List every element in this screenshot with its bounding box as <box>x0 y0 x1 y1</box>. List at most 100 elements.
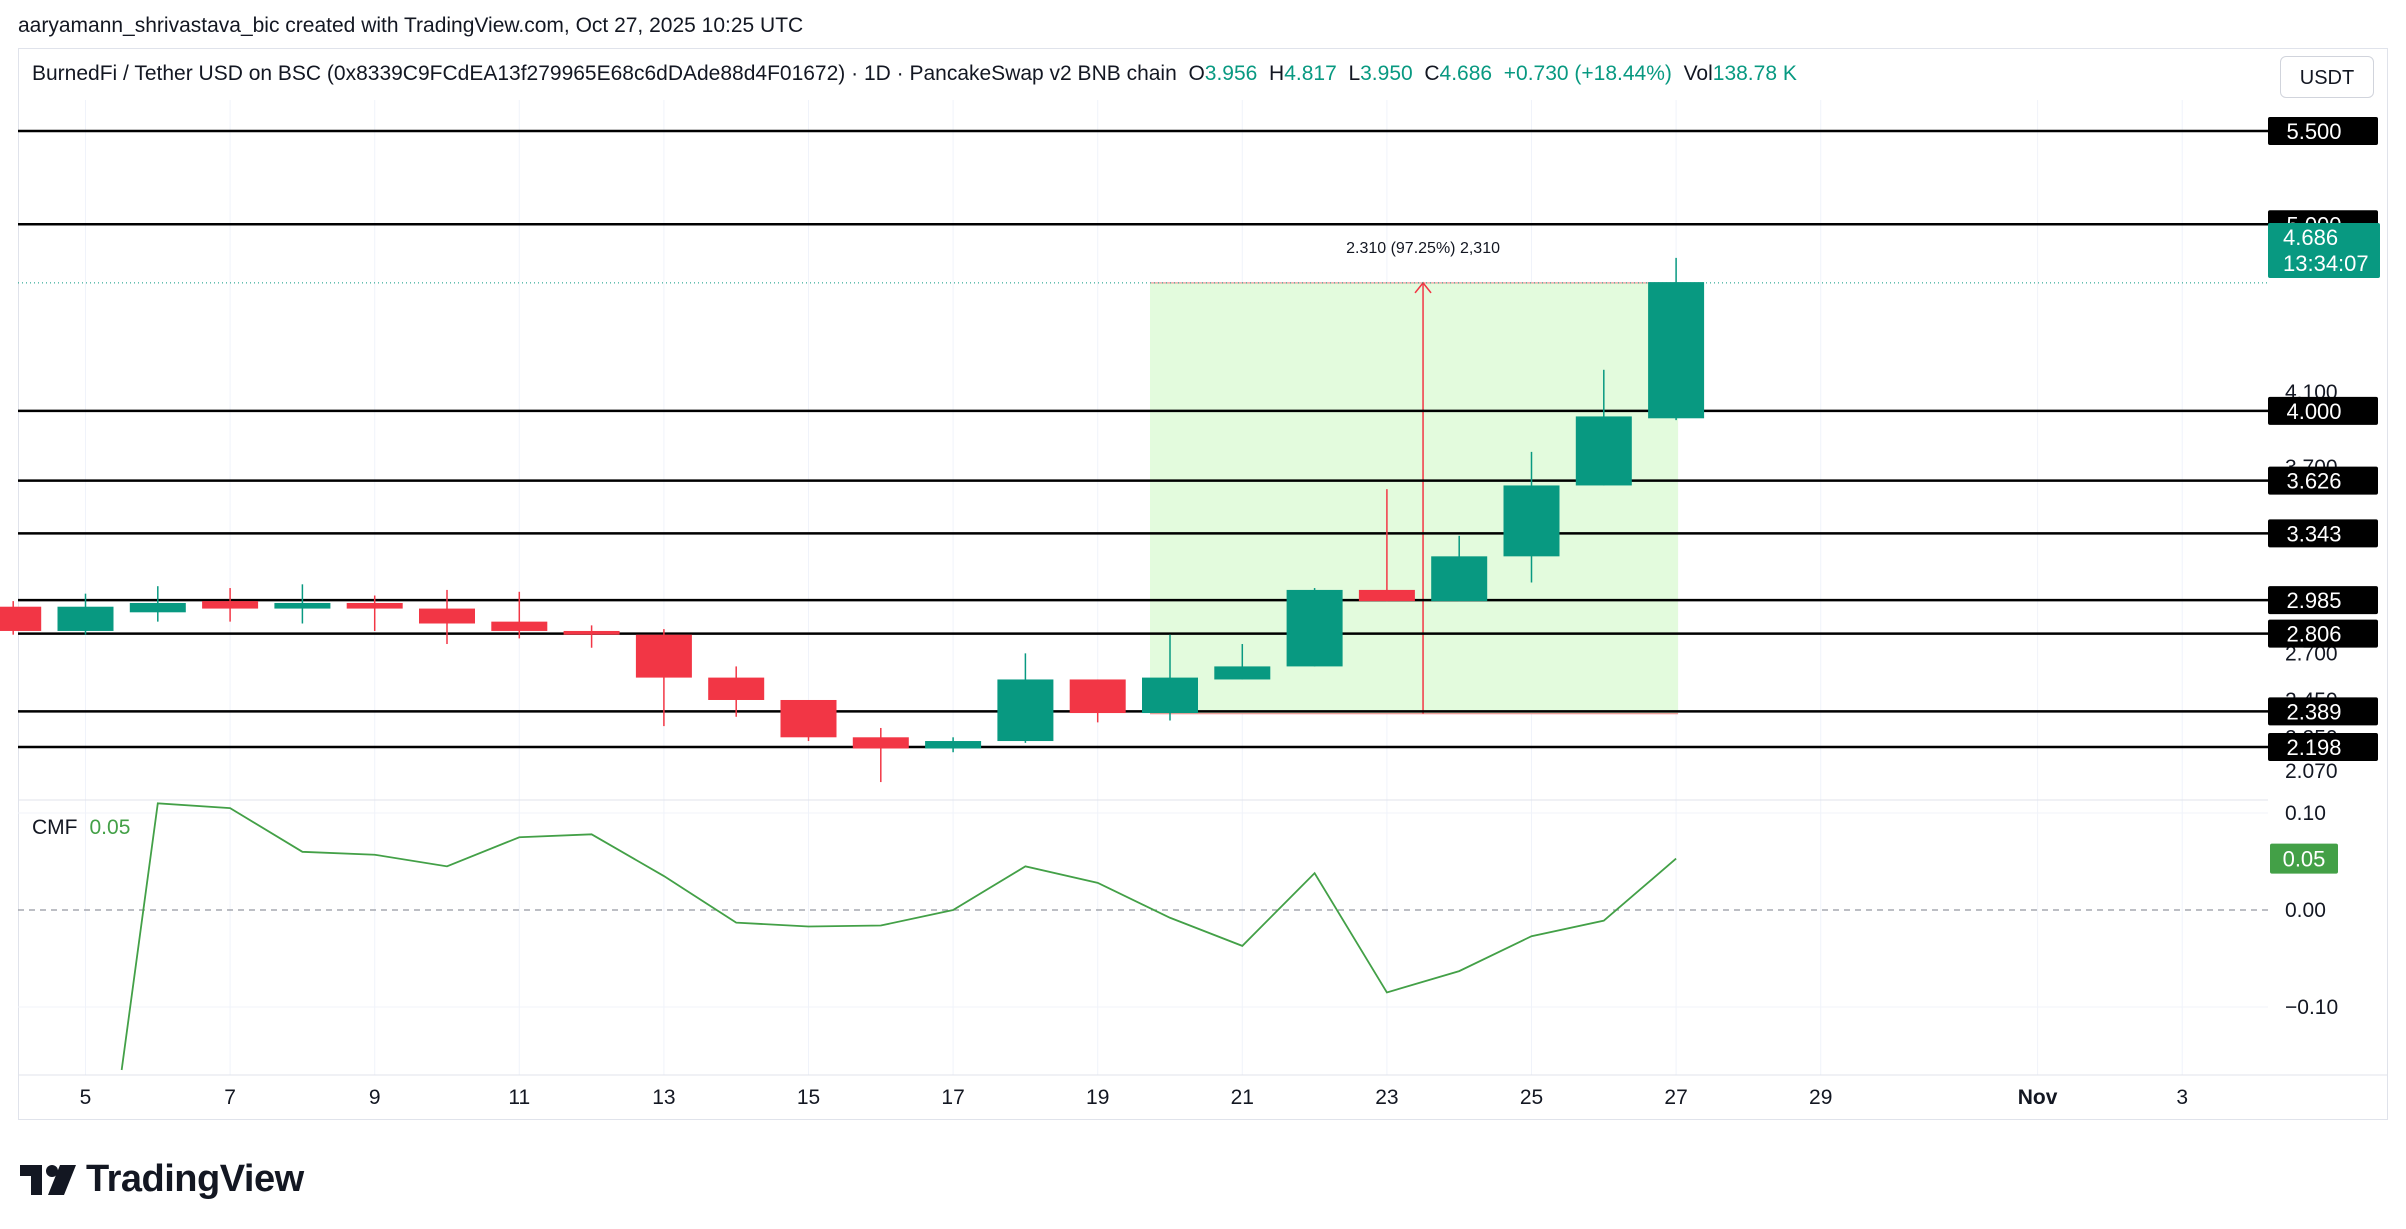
x-axis-tick: 17 <box>941 1086 964 1109</box>
x-axis-tick: Nov <box>2018 1086 2058 1109</box>
candle <box>708 666 765 717</box>
cmf-axis-tick: −0.10 <box>2285 996 2338 1019</box>
candle-body <box>129 602 186 613</box>
cmf-label: CMF <box>32 816 78 839</box>
candle-body <box>635 634 692 678</box>
currency-unit-button[interactable]: USDT <box>2280 56 2374 98</box>
measure-range-area <box>1150 282 1679 714</box>
candle <box>1142 634 1198 721</box>
x-axis-tick: 29 <box>1809 1086 1832 1109</box>
candle-body <box>852 737 909 749</box>
open-label: O <box>1188 62 1205 85</box>
x-axis-tick: 19 <box>1086 1086 1109 1109</box>
candle <box>1503 451 1560 583</box>
candle <box>1069 679 1126 723</box>
level-label: 5.500 <box>2286 119 2341 144</box>
candle <box>1575 369 1632 486</box>
cmf-axis-tick: 0.10 <box>2285 802 2326 825</box>
candle-body <box>1503 485 1560 557</box>
cmf-axis-tick: 0.00 <box>2285 899 2326 922</box>
candle-body <box>419 608 475 624</box>
candle <box>635 629 692 727</box>
level-label: 2.985 <box>2286 588 2341 613</box>
close-value: 4.686 <box>1439 62 1493 85</box>
candle <box>0 601 42 635</box>
tradingview-logo[interactable]: TradingView <box>20 1158 304 1201</box>
candle <box>852 727 909 783</box>
candle-body <box>491 621 548 631</box>
price-axis-tick: 2.700 <box>2285 642 2338 665</box>
level-label-box <box>2268 619 2378 648</box>
candle <box>1358 489 1415 602</box>
high-value: 4.817 <box>1284 62 1337 85</box>
low-label: L <box>1348 62 1361 85</box>
symbol-header: BurnedFi / Tether USD on BSC (0x8339C9FC… <box>32 62 1797 86</box>
symbol-pair[interactable]: BurnedFi / Tether USD on BSC (0x8339C9FC… <box>32 62 1177 85</box>
high-label: H <box>1269 62 1285 85</box>
candle-body <box>1431 556 1488 602</box>
candle-body <box>708 677 765 700</box>
candle <box>563 625 620 648</box>
candle-body <box>997 679 1054 742</box>
candle-body <box>57 606 114 631</box>
x-axis-tick: 5 <box>80 1086 92 1109</box>
level-label-box <box>2268 466 2378 495</box>
tradingview-logo-text: TradingView <box>86 1158 304 1200</box>
level-label-box <box>2268 117 2378 145</box>
x-axis-tick: 15 <box>797 1086 820 1109</box>
candle-body <box>1142 677 1198 714</box>
chart-frame[interactable] <box>18 48 2388 1120</box>
level-label-box <box>2268 396 2378 425</box>
cmf-legend-value: 0.05 <box>89 816 131 839</box>
level-label-box <box>2268 697 2378 726</box>
level-label: 3.626 <box>2286 469 2341 494</box>
candle <box>274 584 331 624</box>
low-value: 3.950 <box>1360 62 1413 85</box>
open-value: 3.956 <box>1204 62 1258 85</box>
candle-body <box>1575 416 1632 486</box>
level-label-box <box>2268 519 2378 548</box>
x-axis-tick: 3 <box>2176 1086 2188 1109</box>
candle <box>1286 588 1343 667</box>
volume-label: Vol <box>1683 62 1713 85</box>
x-axis-tick: 25 <box>1520 1086 1543 1109</box>
x-axis-tick: 11 <box>508 1086 530 1109</box>
x-axis-tick: 13 <box>652 1086 675 1109</box>
measure-label: 2.310 (97.25%) 2,310 <box>1346 240 1500 257</box>
candle <box>1648 257 1705 421</box>
level-label-box <box>2268 586 2378 615</box>
candle-body <box>1286 589 1343 667</box>
candle <box>346 595 403 631</box>
change-value: +0.730 (+18.44%) <box>1503 62 1672 85</box>
price-tag-countdown: 13:34:07 <box>2283 251 2369 276</box>
candle-body <box>274 602 331 609</box>
candle <box>202 588 259 622</box>
cmf-legend[interactable]: CMF 0.05 <box>32 816 130 840</box>
candle <box>925 737 982 753</box>
candle <box>57 593 114 635</box>
level-label: 2.806 <box>2286 622 2341 647</box>
candle-body <box>0 606 42 631</box>
candle-body <box>1214 666 1271 680</box>
level-label-box <box>2268 733 2378 761</box>
cmf-value-box <box>2270 843 2338 874</box>
candle-body <box>925 741 982 749</box>
price-tag-value: 4.686 <box>2283 225 2338 250</box>
x-axis-tick: 27 <box>1664 1086 1687 1109</box>
candle-body <box>780 699 837 738</box>
candle-body <box>1648 282 1705 419</box>
close-label: C <box>1424 62 1440 85</box>
candle-body <box>563 630 620 635</box>
x-axis-tick: 23 <box>1375 1086 1398 1109</box>
cmf-value-label: 0.05 <box>2283 847 2326 872</box>
candle <box>1214 644 1271 680</box>
candle-body <box>1358 589 1415 602</box>
x-axis-tick: 9 <box>369 1086 381 1109</box>
candle <box>997 653 1054 743</box>
attribution: aaryamann_shrivastava_bic created with T… <box>18 14 804 37</box>
candle <box>129 586 186 622</box>
price-axis-tick: 2.070 <box>2285 760 2338 783</box>
level-label: 2.389 <box>2286 699 2341 724</box>
